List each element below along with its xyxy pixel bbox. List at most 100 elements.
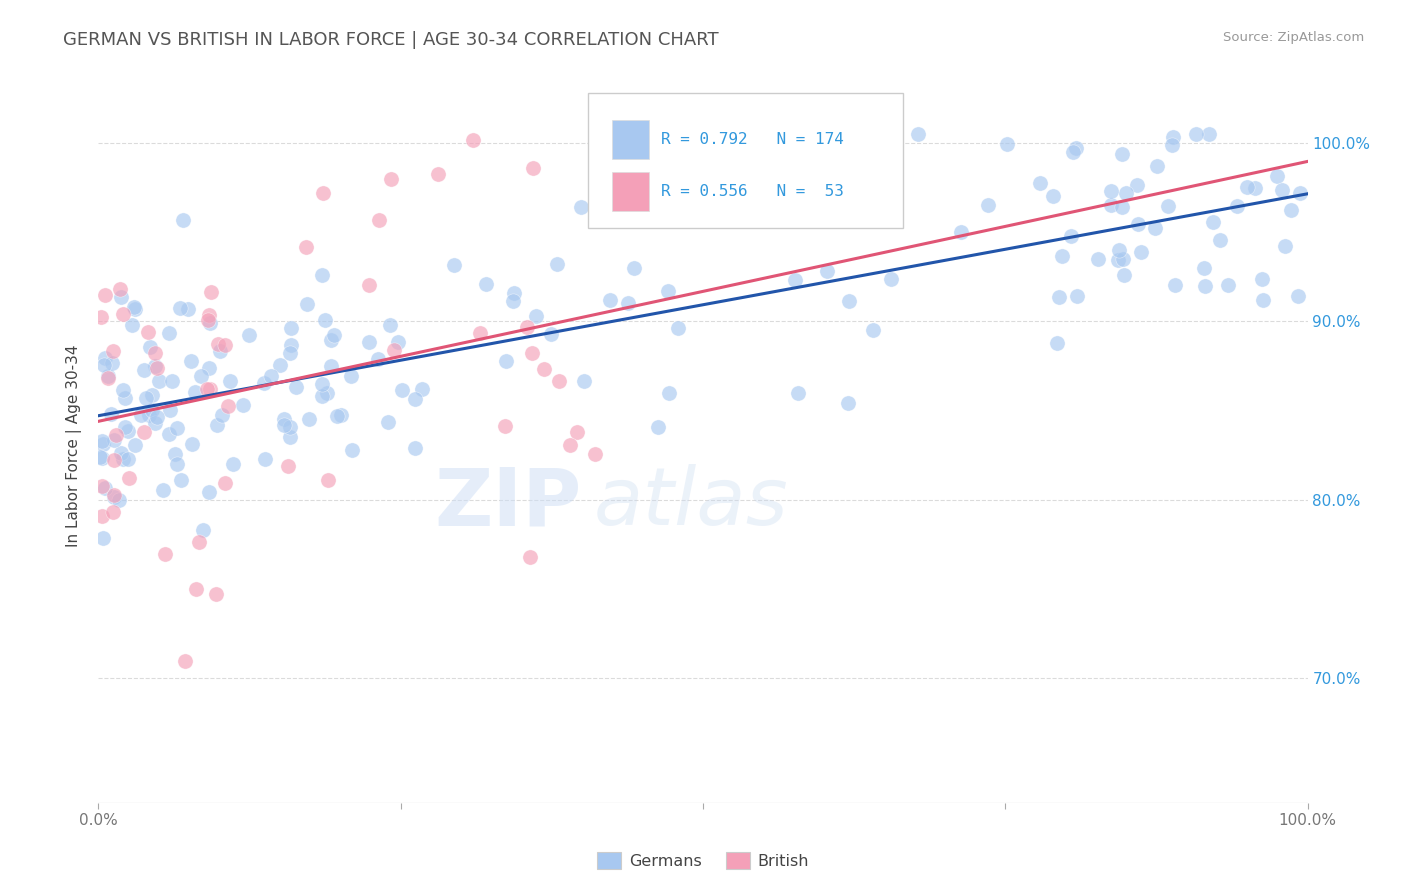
Point: [222, 457, 245, 471]
Point: [1218, 278, 1240, 293]
Point: [475, 277, 498, 292]
Point: [1128, 217, 1150, 231]
Point: [253, 376, 276, 390]
Point: [153, 547, 176, 561]
Point: [1226, 199, 1249, 213]
Point: [259, 368, 281, 383]
Point: [157, 326, 180, 340]
Point: [1198, 127, 1220, 141]
Point: [238, 328, 260, 343]
Point: [138, 326, 160, 340]
Point: [1286, 289, 1309, 303]
Point: [117, 451, 139, 466]
Point: [114, 392, 136, 406]
Point: [114, 420, 136, 434]
Point: [273, 418, 295, 433]
Text: Source: ZipAtlas.com: Source: ZipAtlas.com: [1223, 31, 1364, 45]
Point: [143, 359, 166, 373]
Point: [190, 369, 212, 384]
Point: [995, 136, 1018, 151]
Text: atlas: atlas: [595, 464, 789, 542]
Point: [100, 407, 122, 421]
Point: [519, 549, 541, 564]
Point: [329, 408, 352, 422]
Point: [103, 453, 125, 467]
Point: [1244, 181, 1267, 195]
Point: [1146, 159, 1168, 173]
Point: [316, 386, 339, 401]
Point: [1271, 183, 1294, 197]
Point: [103, 505, 125, 519]
Point: [214, 338, 236, 352]
Point: [187, 534, 209, 549]
Bar: [613, 120, 648, 159]
Point: [101, 356, 124, 370]
Point: [907, 127, 929, 141]
Point: [97, 371, 120, 385]
Point: [503, 285, 526, 300]
Point: [558, 438, 581, 452]
Point: [647, 419, 669, 434]
Point: [1087, 252, 1109, 266]
Point: [145, 409, 167, 424]
Point: [253, 451, 276, 466]
Point: [976, 197, 998, 211]
Point: [146, 361, 169, 376]
Point: [217, 399, 239, 413]
Point: [91, 434, 114, 448]
Point: [129, 409, 152, 423]
Point: [1288, 186, 1310, 201]
Point: [166, 457, 188, 471]
Point: [138, 409, 160, 423]
Bar: [613, 171, 648, 211]
Point: [599, 293, 621, 308]
Point: [1185, 127, 1208, 141]
Point: [134, 425, 156, 439]
Point: [377, 415, 399, 429]
Point: [316, 473, 339, 487]
Point: [103, 490, 125, 504]
Point: [533, 362, 555, 376]
Point: [198, 316, 221, 330]
Point: [862, 323, 884, 337]
Point: [565, 425, 588, 439]
Point: [174, 654, 197, 668]
Point: [110, 289, 132, 303]
Point: [232, 398, 254, 412]
Point: [91, 531, 114, 545]
Point: [359, 277, 381, 292]
Point: [93, 481, 115, 495]
Point: [118, 471, 141, 485]
Point: [569, 200, 592, 214]
Point: [657, 284, 679, 298]
Point: [1046, 335, 1069, 350]
Point: [105, 427, 128, 442]
Point: [1047, 290, 1070, 304]
Point: [321, 333, 343, 347]
Point: [101, 343, 124, 358]
Point: [91, 479, 114, 493]
Text: R = 0.556   N =  53: R = 0.556 N = 53: [661, 184, 844, 199]
Point: [273, 412, 295, 426]
Point: [278, 429, 301, 443]
Point: [546, 257, 568, 271]
Point: [280, 321, 302, 335]
Point: [391, 383, 413, 397]
Point: [205, 587, 228, 601]
Point: [93, 358, 115, 372]
Point: [121, 318, 143, 333]
Point: [1130, 245, 1153, 260]
Point: [311, 389, 333, 403]
Point: [143, 345, 166, 359]
Point: [163, 447, 186, 461]
Point: [284, 379, 307, 393]
Point: [1099, 198, 1122, 212]
Point: [849, 140, 872, 154]
Point: [89, 450, 111, 465]
Point: [1194, 279, 1216, 293]
Point: [524, 309, 547, 323]
Point: [1144, 220, 1167, 235]
Point: [600, 160, 623, 174]
Point: [572, 374, 595, 388]
Point: [141, 403, 163, 417]
